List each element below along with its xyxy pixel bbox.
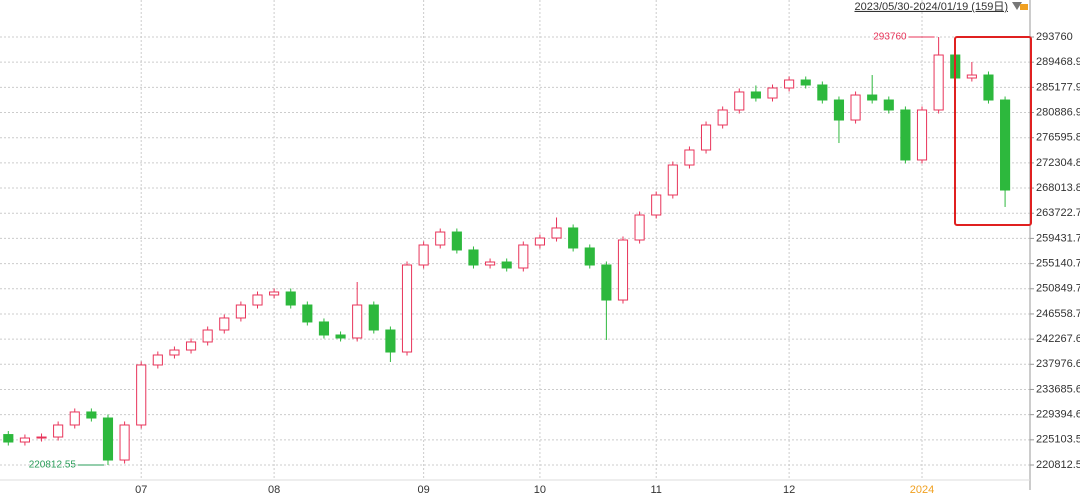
- candle-body: [302, 304, 313, 323]
- candle-body: [401, 264, 413, 353]
- candle-body: [335, 334, 346, 339]
- y-tick-label: 242267.6: [1036, 333, 1080, 345]
- candle-body: [269, 291, 280, 296]
- candle-body: [900, 109, 911, 161]
- candle-body: [784, 79, 795, 89]
- candle-body: [684, 149, 695, 166]
- highlight-box: [954, 36, 1032, 226]
- candle-body: [86, 411, 97, 419]
- candle-body: [36, 436, 47, 439]
- y-tick-label: 280886.9: [1036, 106, 1080, 118]
- candle-body: [617, 239, 629, 301]
- candle-body: [418, 244, 429, 266]
- candle-body: [435, 231, 446, 246]
- candle-body: [468, 249, 479, 266]
- candle-body: [667, 164, 678, 196]
- candle-body: [1000, 99, 1011, 191]
- candle-body: [501, 261, 512, 269]
- y-tick-label: 255140.7: [1036, 257, 1080, 269]
- candle-body: [252, 294, 263, 306]
- candle-body: [867, 94, 878, 101]
- candle-body: [850, 94, 861, 121]
- y-tick-label: 285177.9: [1036, 81, 1080, 93]
- candle-body: [169, 349, 180, 356]
- candle-body: [750, 91, 761, 99]
- candle-body: [734, 91, 745, 111]
- y-tick-label: 259431.7: [1036, 232, 1080, 244]
- candle-body: [983, 74, 994, 101]
- y-tick-label: 268013.8: [1036, 182, 1080, 194]
- candle-body: [933, 54, 944, 111]
- candle-body: [368, 304, 379, 331]
- lock-icon[interactable]: [1020, 4, 1028, 10]
- y-tick-label: 250849.7: [1036, 283, 1080, 295]
- y-tick-label: 263722.7: [1036, 207, 1080, 219]
- candle-body: [19, 437, 30, 443]
- candle-body: [69, 411, 80, 426]
- y-tick-label: 225103.5: [1036, 434, 1080, 446]
- candle-body: [285, 291, 296, 306]
- candle-body: [53, 424, 64, 438]
- x-tick-label: 09: [418, 484, 430, 496]
- max-label: 293760: [873, 32, 907, 43]
- candle-body: [352, 304, 363, 339]
- candle-body: [700, 124, 712, 151]
- candle-body: [202, 329, 213, 343]
- candle-body: [833, 99, 845, 121]
- candle-body: [485, 261, 496, 266]
- dropdown-icon[interactable]: [1012, 2, 1022, 10]
- y-tick-label: 272304.8: [1036, 157, 1080, 169]
- candle-body: [3, 434, 14, 443]
- x-tick-label: 2024: [910, 484, 934, 496]
- candle-body: [817, 84, 828, 101]
- y-tick-label: 293760: [1036, 31, 1073, 43]
- candle-body: [119, 424, 130, 461]
- candle-body: [584, 247, 595, 266]
- candle-body: [568, 227, 579, 249]
- date-range[interactable]: 2023/05/30-2024/01/19 (159日): [854, 1, 1008, 13]
- candle-body: [102, 417, 114, 461]
- candle-body: [800, 79, 811, 86]
- candle-body: [966, 74, 977, 79]
- candle-body: [634, 214, 645, 241]
- candle-body: [518, 244, 529, 269]
- candle-body: [136, 364, 147, 426]
- candle-body: [717, 109, 728, 126]
- x-tick-label: 10: [534, 484, 546, 496]
- candle-body: [916, 109, 928, 161]
- y-tick-label: 276595.8: [1036, 132, 1080, 144]
- candle-body: [385, 329, 396, 353]
- candle-body: [767, 87, 778, 99]
- candle-body: [318, 321, 330, 336]
- candle-body: [451, 231, 462, 251]
- x-tick-label: 11: [650, 484, 661, 496]
- y-tick-label: 246558.7: [1036, 308, 1080, 320]
- candle-body: [235, 304, 246, 319]
- x-tick-label: 08: [268, 484, 280, 496]
- candle-body: [601, 264, 612, 301]
- y-tick-label: 237976.6: [1036, 358, 1080, 370]
- candle-body: [883, 99, 894, 111]
- candle-body: [185, 341, 197, 351]
- candle-body: [551, 227, 562, 239]
- y-tick-label: 220812.5: [1036, 459, 1080, 471]
- candle-body: [219, 317, 230, 331]
- candle-body: [651, 194, 662, 216]
- min-label: 220812.55: [29, 460, 77, 471]
- candle-body: [534, 237, 545, 246]
- x-tick-label: 07: [135, 484, 147, 496]
- y-tick-label: 229394.6: [1036, 409, 1080, 421]
- x-tick-label: 12: [783, 484, 795, 496]
- y-tick-label: 289468.9: [1036, 56, 1080, 68]
- y-tick-label: 233685.6: [1036, 383, 1080, 395]
- candle-body: [152, 354, 163, 366]
